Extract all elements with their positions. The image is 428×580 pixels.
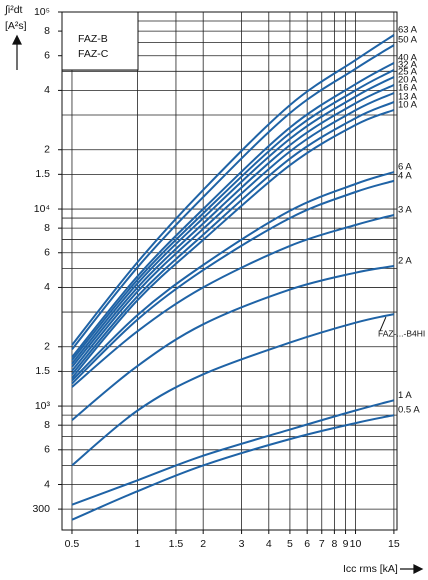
x-tick-label: 2	[200, 538, 206, 550]
y-tick-label: 6	[44, 247, 50, 259]
curve	[71, 101, 395, 375]
legend-box-line: FAZ-B	[78, 33, 108, 45]
y-axis-label: [A²s]	[5, 20, 27, 32]
x-tick-label: 1	[135, 538, 141, 550]
series-label: FAZ-...-B4HI	[378, 328, 425, 338]
x-axis-arrow	[400, 564, 424, 574]
y-tick-label: 1.5	[35, 168, 50, 180]
y-tick-label: 10³	[35, 400, 51, 412]
curve	[71, 69, 395, 361]
x-tick-label: 1.5	[169, 538, 184, 550]
curve	[71, 414, 395, 521]
y-tick-label: 2	[44, 144, 50, 156]
series-label: 4 A	[398, 170, 412, 181]
y-tick-label: 1.5	[35, 365, 50, 377]
y-tick-label: 4	[44, 84, 50, 96]
x-tick-label: 5	[287, 538, 293, 550]
y-tick-label: 8	[44, 25, 50, 37]
curve	[71, 62, 395, 358]
series-label: 2 A	[398, 256, 412, 267]
series-label: 1 A	[398, 390, 412, 401]
curve	[71, 265, 395, 421]
y-tick-label: 4	[44, 478, 50, 490]
curve	[71, 84, 395, 368]
series-label: 40 A	[398, 53, 418, 64]
series-label: 20 A	[398, 75, 418, 86]
curve	[71, 214, 395, 388]
curves	[71, 34, 395, 521]
series-label: 63 A	[398, 25, 418, 36]
x-axis-label: Icc rms [kA]	[343, 563, 398, 575]
y-tick-label: 8	[44, 419, 50, 431]
series-label: 13 A	[398, 92, 418, 103]
y-tick-label: 8	[44, 222, 50, 234]
x-tick-label: 6	[304, 538, 310, 550]
series-label: 16 A	[398, 83, 418, 94]
y-tick-label: 10⁴	[34, 203, 50, 215]
curve	[71, 109, 395, 379]
y-tick-label: 4	[44, 281, 50, 293]
y-tick-label: 6	[44, 444, 50, 456]
curve	[71, 34, 395, 346]
curve	[71, 76, 395, 365]
curve	[71, 179, 395, 385]
x-tick-label: 4	[266, 538, 272, 550]
y-tick-label: 10⁵	[34, 6, 50, 18]
x-tick-label: 0.5	[65, 538, 80, 550]
y-tick-label: 6	[44, 49, 50, 61]
curve	[71, 399, 395, 506]
curve	[71, 44, 395, 351]
series-label: 25 A	[398, 66, 418, 77]
y-tick-label: 300	[32, 503, 50, 515]
series-label: 10 A	[398, 100, 418, 111]
legend-box-line: FAZ-C	[78, 48, 109, 60]
curve	[71, 92, 395, 372]
series-label: 32 A	[398, 59, 418, 70]
label-leader	[379, 316, 387, 332]
x-tick-label: 3	[239, 538, 245, 550]
y-axis-label: ∫i²dt	[4, 4, 23, 16]
series-label: 0.5 A	[398, 405, 420, 416]
curve	[71, 313, 395, 467]
legend-box	[61, 11, 139, 71]
x-tick-label: 7	[319, 538, 325, 550]
y-axis-arrow	[12, 34, 22, 70]
y-tick-label: 2	[44, 341, 50, 353]
x-tick-label: 9	[343, 538, 349, 550]
x-tick-label: 15	[388, 538, 400, 550]
series-label: 6 A	[398, 162, 412, 173]
series-label: 3 A	[398, 204, 412, 215]
series-label: 50 A	[398, 35, 418, 46]
x-tick-label: 10	[350, 538, 362, 550]
curve	[71, 171, 395, 382]
x-tick-label: 8	[331, 538, 337, 550]
